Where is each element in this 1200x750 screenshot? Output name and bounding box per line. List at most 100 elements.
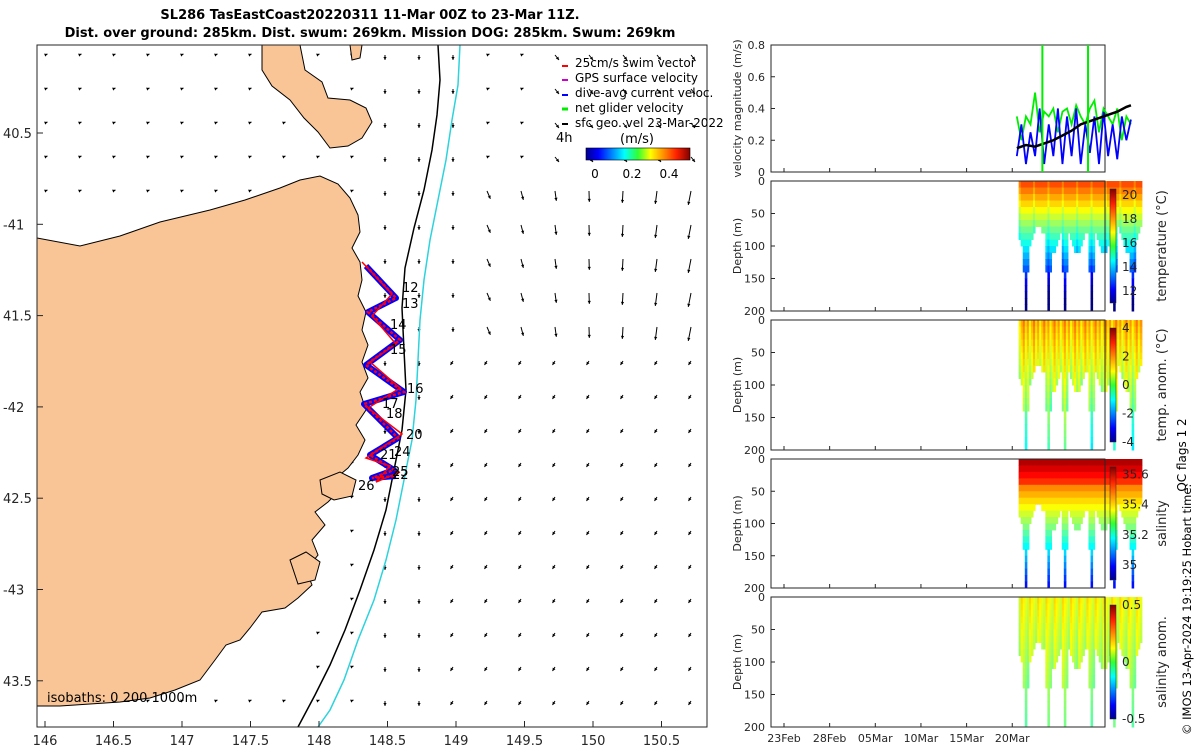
profile-cell xyxy=(1063,629,1067,637)
profile-cell xyxy=(1041,352,1044,360)
profile-cell xyxy=(1049,226,1053,234)
profile-cell xyxy=(1092,181,1096,188)
profile-cell xyxy=(1059,497,1063,505)
day-label: 15 xyxy=(390,343,407,358)
profile-cell xyxy=(1090,346,1094,353)
profile-cell xyxy=(1076,491,1079,499)
vector-arrow-head xyxy=(687,201,691,205)
profile-cell xyxy=(1022,471,1026,479)
profile-cell xyxy=(1041,478,1044,486)
profile-cell xyxy=(1092,339,1096,347)
profile-cell xyxy=(1119,320,1122,327)
profile-cell xyxy=(1033,471,1036,479)
profile-cell xyxy=(1088,629,1092,637)
profile-cell xyxy=(1098,655,1102,663)
profile-cell xyxy=(1102,346,1106,353)
profile-cell xyxy=(1127,207,1131,214)
vector-arrow-head xyxy=(316,53,320,57)
profile-cell xyxy=(1098,333,1102,340)
profile-cell xyxy=(1090,636,1094,643)
profile-cell xyxy=(1072,510,1075,518)
profile-cell xyxy=(1084,465,1087,473)
profile-cell xyxy=(1033,465,1036,473)
profile-cell xyxy=(1129,610,1133,617)
profile-cell xyxy=(1115,471,1118,479)
profile-cell xyxy=(1067,187,1071,195)
profile-cell xyxy=(1051,239,1055,247)
chart-title: SL286 TasEastCoast20220311 11-Mar 00Z to… xyxy=(160,8,580,23)
profile-cell xyxy=(1053,187,1057,195)
profile-cell xyxy=(1051,233,1055,240)
profile-cell xyxy=(1100,385,1104,392)
profile-cell xyxy=(1018,194,1022,201)
profile-cell xyxy=(1139,359,1143,366)
profile-cell xyxy=(1092,365,1096,373)
profile-cell xyxy=(1022,491,1026,499)
profile-cell xyxy=(1086,194,1089,201)
profile-cell xyxy=(1123,365,1126,373)
profile-cell xyxy=(1057,365,1061,373)
profile-cell xyxy=(1047,226,1050,234)
depth-y-tick: 50 xyxy=(751,624,765,637)
profile-cell xyxy=(1024,417,1028,425)
profile-cell xyxy=(1069,200,1073,208)
profile-cell xyxy=(1133,465,1137,473)
profile-cell xyxy=(1035,603,1038,611)
profile-cell xyxy=(1131,404,1135,412)
profile-cell xyxy=(1133,372,1137,379)
profile-cell xyxy=(1123,629,1126,637)
profile-cell xyxy=(1053,504,1057,512)
profile-cell xyxy=(1086,603,1089,611)
profile-cell xyxy=(1024,187,1028,195)
profile-cell xyxy=(1022,668,1026,676)
profile-cell xyxy=(1020,346,1024,353)
vector-arrow-head xyxy=(654,361,658,365)
profile-cell xyxy=(1129,194,1133,201)
profile-cell xyxy=(1020,194,1024,201)
profile-cell xyxy=(1049,259,1053,266)
profile-cell xyxy=(1104,385,1108,392)
vector-arrow-head xyxy=(688,633,692,637)
profile-cell xyxy=(1127,610,1131,617)
vector-arrow-head xyxy=(417,397,421,400)
vector-arrow-head xyxy=(552,463,556,467)
profile-cell xyxy=(1131,655,1135,663)
profile-cell xyxy=(1088,668,1092,676)
profile-cell xyxy=(1125,629,1129,637)
profile-cell xyxy=(1059,213,1063,221)
vector-arrow-head xyxy=(620,531,624,535)
profile-cell xyxy=(1041,359,1044,366)
profile-cell xyxy=(1069,623,1073,630)
profile-cell xyxy=(1088,320,1092,327)
profile-cell xyxy=(1028,372,1032,379)
profile-cell xyxy=(1080,623,1083,630)
profile-cell xyxy=(1024,517,1028,524)
profile-cell xyxy=(1053,523,1057,531)
profile-cell xyxy=(1129,339,1133,347)
profile-cell xyxy=(1098,346,1102,353)
profile-cell xyxy=(1065,346,1069,353)
vector-arrow-head xyxy=(451,329,455,332)
profile-cell xyxy=(1080,194,1083,201)
depth-y-tick: 150 xyxy=(744,412,765,425)
profile-cell xyxy=(1127,365,1131,373)
vector-arrow-head xyxy=(112,155,116,159)
depth-y-tick: 50 xyxy=(751,208,765,221)
profile-cell xyxy=(1106,359,1110,366)
profile-cell xyxy=(1059,220,1063,227)
profile-cell xyxy=(1053,616,1057,624)
profile-cell xyxy=(1076,610,1079,617)
profile-cell xyxy=(1113,459,1116,466)
profile-cell xyxy=(1094,207,1098,214)
day-label: 20 xyxy=(406,428,423,443)
profile-cell xyxy=(1053,246,1057,253)
profile-cell xyxy=(1053,491,1057,499)
profile-cell xyxy=(1072,233,1075,240)
profile-cell xyxy=(1074,510,1077,518)
profile-cell xyxy=(1018,478,1022,486)
profile-cell xyxy=(1018,484,1022,492)
profile-cell xyxy=(1033,181,1036,188)
profile-cell xyxy=(1063,372,1067,379)
profile-cell xyxy=(1049,636,1053,643)
profile-cell xyxy=(1065,226,1069,234)
